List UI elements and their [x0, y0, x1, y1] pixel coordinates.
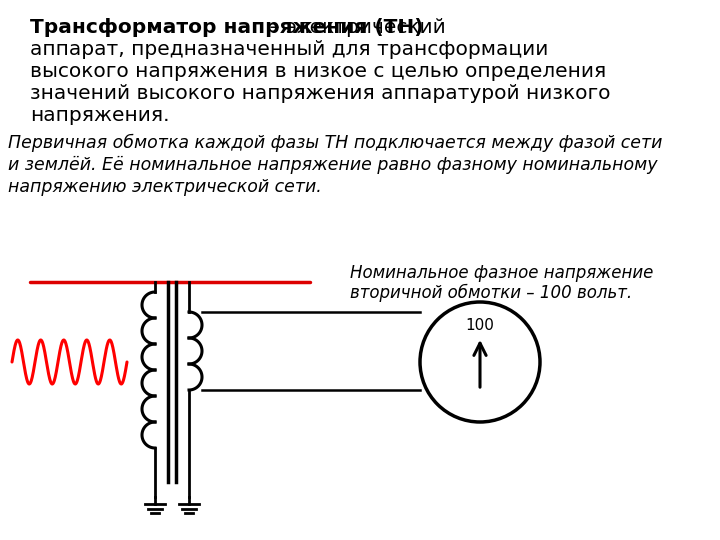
Text: – электрический: – электрический [263, 18, 446, 37]
Text: высокого напряжения в низкое с целью определения: высокого напряжения в низкое с целью опр… [30, 62, 606, 81]
Text: вторичной обмотки – 100 вольт.: вторичной обмотки – 100 вольт. [350, 284, 632, 302]
Text: напряжению электрической сети.: напряжению электрической сети. [8, 178, 322, 196]
Text: аппарат, предназначенный для трансформации: аппарат, предназначенный для трансформац… [30, 40, 549, 59]
Text: Номинальное фазное напряжение: Номинальное фазное напряжение [350, 264, 653, 282]
Text: Трансформатор напряжения (ТН): Трансформатор напряжения (ТН) [30, 18, 423, 37]
Text: Первичная обмотка каждой фазы ТН подключается между фазой сети: Первичная обмотка каждой фазы ТН подключ… [8, 134, 662, 152]
Text: 100: 100 [466, 319, 495, 334]
Text: и землёй. Её номинальное напряжение равно фазному номинальному: и землёй. Её номинальное напряжение равн… [8, 156, 657, 174]
Text: значений высокого напряжения аппаратурой низкого: значений высокого напряжения аппаратурой… [30, 84, 611, 103]
Text: напряжения.: напряжения. [30, 106, 169, 125]
